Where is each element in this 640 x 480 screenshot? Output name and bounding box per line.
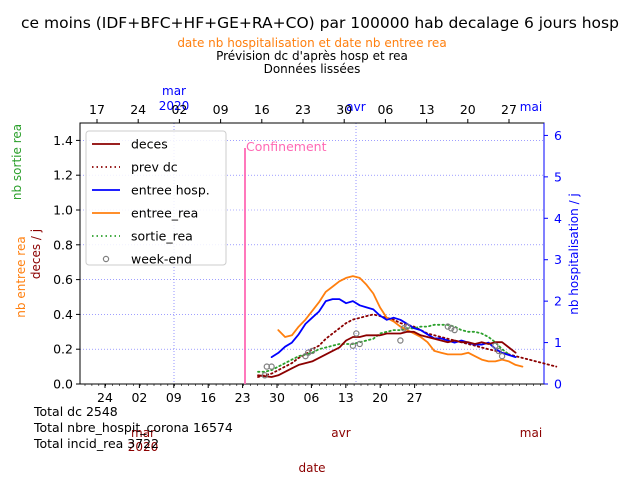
y-right-tick-label: 3 xyxy=(554,252,562,267)
top-month-mar-line2: 2020 xyxy=(159,99,190,113)
chart-subtitle-2: Données lissées xyxy=(264,62,361,76)
week-end-marker xyxy=(495,347,502,355)
x-bottom-tick-label: 30 xyxy=(269,390,285,405)
y-left-tick-label: 0.4 xyxy=(53,307,73,322)
x-top-tick-label: 27 xyxy=(501,102,517,117)
x-top-tick-label: 09 xyxy=(213,102,229,117)
x-bottom-tick-label: 24 xyxy=(97,390,113,405)
chart-title: ce moins (IDF+BFC+HF+GE+RA+CO) par 10000… xyxy=(21,14,619,32)
week-end-marker xyxy=(349,342,357,349)
y-left-tick-label: 0.8 xyxy=(53,237,73,252)
y-left-tick-label: 1.4 xyxy=(53,133,73,148)
x-bottom-tick-label: 23 xyxy=(235,390,251,405)
ylabel-deces: deces / j xyxy=(29,229,43,279)
chart-subtitle-top: date nb hospitalisation et date nb entre… xyxy=(177,36,446,50)
x-top-tick-label: 30 xyxy=(336,102,352,117)
x-top-tick-label: 24 xyxy=(130,102,146,117)
x-bottom-tick-label: 13 xyxy=(338,390,354,405)
week-end-marker xyxy=(309,347,316,355)
x-bottom-tick-label: 27 xyxy=(407,390,423,405)
chart-subtitle-1: Prévision dc d'après hosp et rea xyxy=(216,49,408,63)
confinement-label: Confinement xyxy=(246,139,327,154)
week-end-marker xyxy=(492,342,499,349)
total-dc: Total dc 2548 xyxy=(33,404,118,419)
week-end-marker xyxy=(397,337,404,344)
x-bottom-tick-label: 20 xyxy=(372,390,388,405)
series-entree-rea xyxy=(277,275,524,368)
week-end-marker xyxy=(451,326,458,334)
bottom-month-mar-line1: mar xyxy=(131,426,155,440)
legend-box xyxy=(85,130,227,266)
y-right-tick-label: 4 xyxy=(554,211,562,226)
week-end-marker xyxy=(353,330,360,337)
xlabel-date: date xyxy=(298,461,325,475)
x-top-tick-label: 17 xyxy=(89,102,105,117)
series-entree-hosp- xyxy=(270,298,517,359)
bottom-month-mar-line2: 2020 xyxy=(128,440,159,454)
top-month-avr: avr xyxy=(346,100,365,114)
y-left-tick-label: 0.2 xyxy=(53,342,73,357)
bottom-month-mai: mai xyxy=(520,426,542,440)
ylabel-hospitalisation: nb hospitalisation / j xyxy=(567,193,581,315)
x-bottom-tick-label: 02 xyxy=(131,390,147,405)
week-end-marker xyxy=(403,323,411,330)
y-right-tick-label: 0 xyxy=(554,377,562,392)
top-month-mar-line1: mar xyxy=(162,84,186,98)
week-end-marker xyxy=(444,323,452,330)
legend-label: entree_rea xyxy=(131,206,198,221)
y-right-tick-label: 2 xyxy=(554,294,562,309)
week-end-marker xyxy=(448,325,455,332)
week-end-marker xyxy=(498,352,506,360)
x-top-tick-label: 02 xyxy=(171,102,187,117)
series-sortie-rea xyxy=(257,323,510,373)
total-hospit: Total nbre_hospit_corona 16574 xyxy=(33,420,233,435)
y-right-tick-label: 1 xyxy=(554,335,562,350)
x-top-tick-label: 20 xyxy=(460,102,476,117)
week-end-marker xyxy=(268,363,275,370)
y-right-tick-label: 6 xyxy=(554,128,562,143)
week-end-marker xyxy=(400,325,407,332)
y-left-tick-label: 1.0 xyxy=(53,203,73,218)
y-left-tick-label: 0.0 xyxy=(53,377,73,392)
x-top-tick-label: 13 xyxy=(419,102,435,117)
x-bottom-tick-label: 16 xyxy=(200,390,216,405)
total-incid-rea: Total incid_rea 3722 xyxy=(33,436,159,451)
x-bottom-tick-label: 09 xyxy=(166,390,182,405)
series-deces xyxy=(257,330,517,378)
y-left-tick-label: 0.6 xyxy=(53,272,73,287)
legend-label: deces xyxy=(131,137,168,152)
ylabel-entree-rea: nb entree rea xyxy=(14,236,28,317)
legend-label: prev dc xyxy=(131,160,178,175)
top-month-mai: mai xyxy=(520,100,542,114)
ylabel-sortie-rea: nb sortie rea xyxy=(10,124,24,200)
x-top-tick-label: 23 xyxy=(295,102,311,117)
x-bottom-tick-label: 06 xyxy=(303,390,319,405)
legend-marker xyxy=(102,255,110,263)
y-right-tick-label: 5 xyxy=(554,169,562,184)
week-end-marker xyxy=(261,372,268,379)
week-end-marker xyxy=(356,340,363,348)
x-top-tick-label: 06 xyxy=(377,102,393,117)
legend-label: week-end xyxy=(131,252,192,267)
x-top-tick-label: 16 xyxy=(254,102,270,117)
bottom-month-avr: avr xyxy=(331,426,350,440)
legend-label: entree hosp. xyxy=(131,183,210,198)
legend-label: sortie_rea xyxy=(131,229,193,244)
y-left-tick-label: 1.2 xyxy=(53,168,73,183)
